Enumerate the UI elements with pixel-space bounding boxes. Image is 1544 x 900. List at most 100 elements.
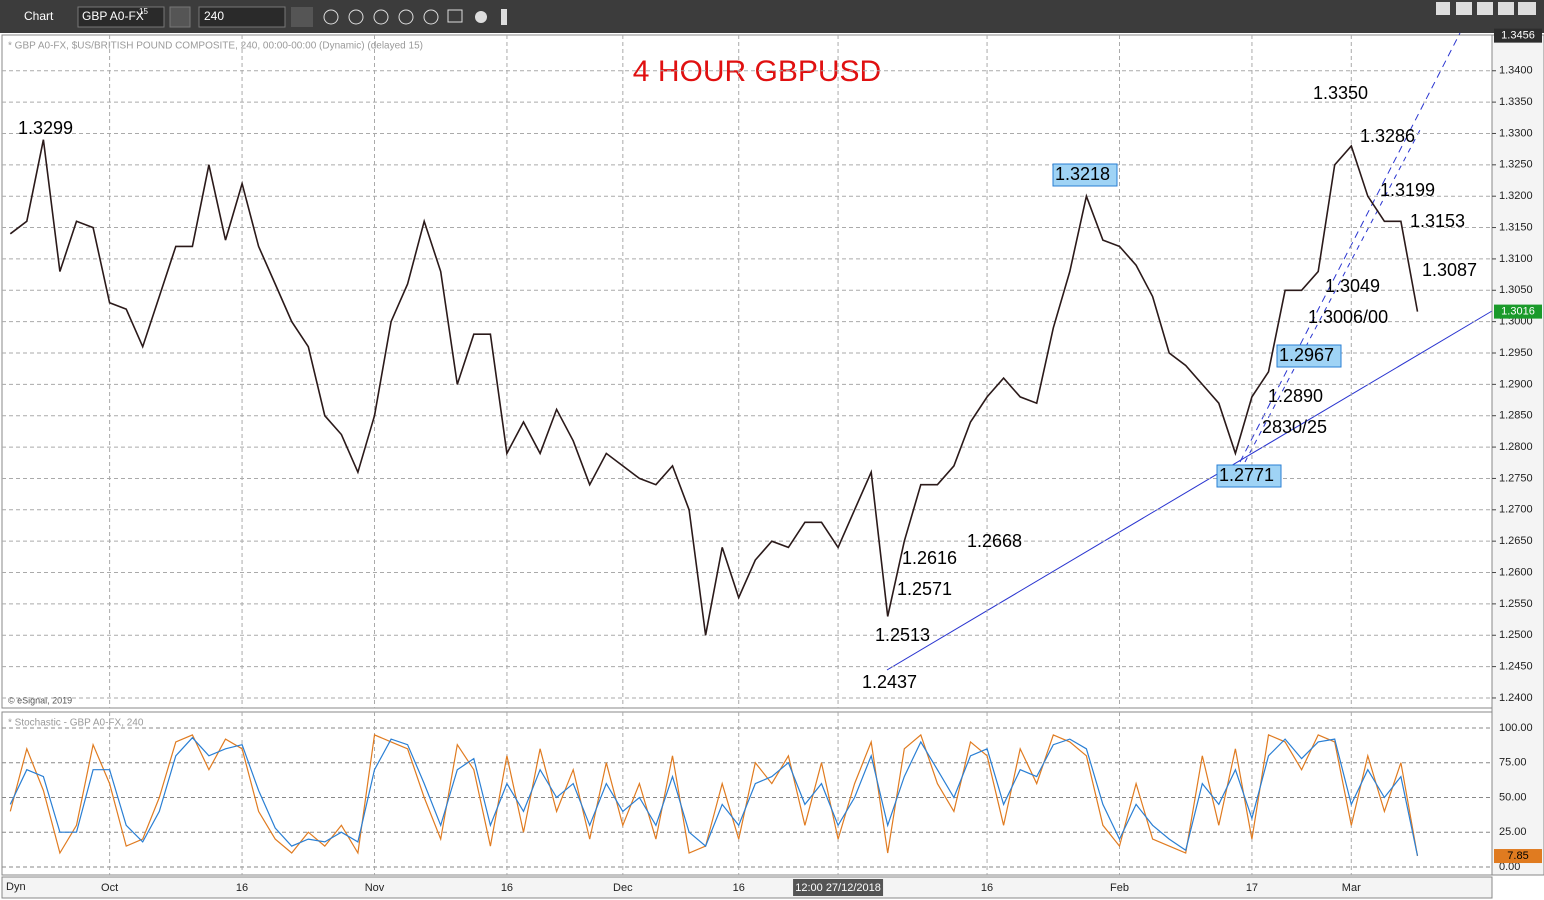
x-tick-label: 17 [1246, 882, 1258, 894]
y-tick-label: 1.3100 [1499, 253, 1533, 265]
x-tick-label: 12:00 27/12/2018 [795, 882, 881, 894]
y-tick-label: 1.2500 [1499, 629, 1533, 641]
restore-button[interactable] [1477, 2, 1493, 15]
annotation: 1.3286 [1360, 126, 1415, 146]
crosshair-date-box [793, 879, 884, 896]
annotation: 1.3350 [1313, 83, 1368, 103]
chart-title: 4 HOUR GBPUSD [633, 55, 881, 88]
annotation: 1.2513 [875, 625, 930, 645]
window-buttons [1436, 2, 1536, 15]
delay: 15 [139, 7, 148, 16]
inner-trendline [1244, 129, 1421, 463]
annotation: 1.2571 [897, 579, 952, 599]
clock-button[interactable] [291, 7, 313, 27]
twitter-button[interactable] [475, 11, 487, 23]
alert-tool[interactable] [398, 9, 414, 25]
x-tick-label: 16 [733, 882, 745, 894]
x-tick-label: Dec [613, 882, 633, 894]
value-box-label: 1.3016 [1501, 306, 1535, 318]
annotation: 1.3153 [1410, 211, 1465, 231]
y-tick-label: 1.2900 [1499, 378, 1533, 390]
x-tick-label: 16 [981, 882, 993, 894]
facebook-button[interactable] [501, 9, 507, 25]
interval-box[interactable] [198, 6, 286, 28]
annotation: 1.3218 [1055, 164, 1110, 184]
settings-button[interactable] [169, 6, 191, 28]
annotation: 1.2771 [1219, 465, 1274, 485]
stochastic-line [9, 733, 1419, 857]
curve-tool[interactable] [348, 9, 364, 25]
steep-trendline [1239, 32, 1461, 463]
x-tick-label: Nov [365, 882, 385, 894]
y-tick-label: 1.2450 [1499, 661, 1533, 673]
support-trendline [886, 310, 1493, 671]
annotation: 1.3299 [18, 118, 73, 138]
x-tick-label: 16 [236, 882, 248, 894]
annotation: 1.3049 [1325, 276, 1380, 296]
y-tick-label: 1.2550 [1499, 598, 1533, 610]
y-tick-label: 1.2750 [1499, 472, 1533, 484]
annotation: 2830/25 [1262, 417, 1327, 437]
annotation: 1.2890 [1268, 386, 1323, 406]
annotation: 1.3087 [1422, 260, 1477, 280]
symbol[interactable]: GBP A0-FX [82, 9, 144, 23]
value-box-label: 7.85 [1507, 850, 1528, 862]
y-tick-label: 1.2650 [1499, 535, 1533, 547]
y-tick-label: 1.3400 [1499, 65, 1533, 77]
value-box-label: 1.3456 [1501, 30, 1535, 42]
x-tick-label: Mar [1342, 882, 1361, 894]
comment-tool[interactable] [447, 9, 463, 23]
window-title: Chart [24, 9, 54, 23]
tool-icons [291, 7, 507, 27]
annotation-box [1276, 344, 1342, 368]
symbol-box[interactable] [77, 6, 165, 28]
x-tick-label: Oct [101, 882, 118, 894]
stoch-tick-label: 50.00 [1499, 791, 1527, 803]
annotation: 1.2616 [902, 548, 957, 568]
stochastic-title: * Stochastic - GBP A0-FX, 240 [8, 718, 144, 729]
y-tick-label: 1.2800 [1499, 441, 1533, 453]
annotation: 1.2967 [1279, 345, 1334, 365]
y-tick-label: 1.2600 [1499, 566, 1533, 578]
annotation: 1.2668 [967, 531, 1022, 551]
x-tick-label: Feb [1110, 882, 1129, 894]
minimize-button[interactable] [1456, 2, 1472, 15]
help-button[interactable] [1436, 2, 1450, 15]
interval[interactable]: 240 [204, 9, 224, 23]
stoch-tick-label: 0.00 [1499, 861, 1520, 873]
y-tick-label: 1.3150 [1499, 221, 1533, 233]
price-axis [1491, 34, 1544, 876]
close-button[interactable] [1518, 2, 1536, 15]
value-box [1494, 28, 1542, 43]
value-box [1494, 304, 1542, 319]
x-tick-label: 16 [501, 882, 513, 894]
credit: © eSignal, 2019 [8, 695, 72, 705]
price-line [9, 139, 1419, 636]
dyn-label: Dyn [6, 881, 26, 893]
stoch-tick-label: 100.00 [1499, 722, 1533, 734]
y-tick-label: 1.2850 [1499, 410, 1533, 422]
annotation-box [1052, 163, 1118, 187]
y-tick-label: 1.3300 [1499, 127, 1533, 139]
y-tick-label: 1.2700 [1499, 504, 1533, 516]
annotation: 1.3199 [1380, 180, 1435, 200]
stochastic-line [9, 736, 1419, 856]
y-tick-label: 1.3050 [1499, 284, 1533, 296]
trendlines [886, 32, 1493, 671]
y-tick-label: 1.2400 [1499, 692, 1533, 704]
value-box [1494, 849, 1542, 864]
y-tick-label: 1.2950 [1499, 347, 1533, 359]
annotation: 1.3006/00 [1308, 307, 1388, 327]
annotation-box [1216, 464, 1282, 488]
maximize-button[interactable] [1498, 2, 1514, 15]
draw-tool[interactable] [323, 9, 339, 25]
y-tick-label: 1.3350 [1499, 96, 1533, 108]
date-axis [1, 876, 1493, 899]
y-tick-label: 1.3250 [1499, 159, 1533, 171]
stoch-tick-label: 25.00 [1499, 826, 1527, 838]
link-tool[interactable] [423, 9, 439, 25]
stoch-tick-label: 75.00 [1499, 757, 1527, 769]
play-tool[interactable] [373, 9, 389, 25]
